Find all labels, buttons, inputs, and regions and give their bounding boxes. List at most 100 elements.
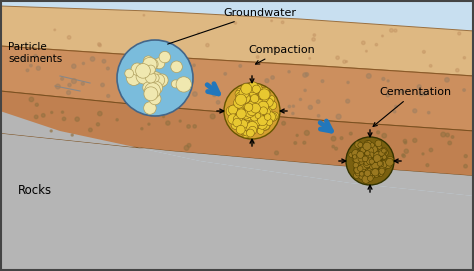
Circle shape [255, 99, 263, 107]
Circle shape [365, 50, 367, 52]
Circle shape [379, 161, 387, 168]
Circle shape [354, 166, 361, 173]
Circle shape [26, 69, 29, 72]
Circle shape [193, 64, 195, 66]
Circle shape [376, 154, 383, 161]
Circle shape [373, 164, 377, 169]
Circle shape [75, 117, 79, 121]
Circle shape [68, 83, 71, 87]
Circle shape [358, 172, 366, 180]
Circle shape [186, 62, 191, 66]
Circle shape [248, 111, 258, 122]
Circle shape [387, 156, 393, 163]
Circle shape [357, 151, 362, 156]
Circle shape [366, 169, 371, 175]
Circle shape [294, 142, 297, 144]
Circle shape [247, 108, 257, 117]
Circle shape [251, 110, 258, 117]
Circle shape [379, 167, 385, 173]
Circle shape [358, 155, 365, 162]
Circle shape [248, 108, 255, 114]
Circle shape [364, 162, 371, 169]
Circle shape [246, 113, 253, 120]
Circle shape [144, 56, 153, 66]
Circle shape [261, 95, 267, 102]
Circle shape [336, 114, 341, 119]
Circle shape [264, 120, 267, 123]
Circle shape [248, 98, 259, 109]
Circle shape [358, 142, 363, 147]
Circle shape [369, 163, 375, 170]
Circle shape [241, 129, 247, 136]
Circle shape [128, 58, 131, 61]
Circle shape [236, 109, 246, 120]
Circle shape [257, 128, 264, 134]
Circle shape [257, 116, 267, 126]
Circle shape [249, 99, 258, 107]
Circle shape [369, 160, 374, 165]
Circle shape [377, 170, 383, 176]
Circle shape [364, 156, 371, 163]
Circle shape [368, 158, 373, 163]
Circle shape [428, 111, 430, 114]
Circle shape [101, 83, 104, 87]
Circle shape [255, 115, 264, 124]
Circle shape [369, 158, 377, 165]
Circle shape [54, 29, 55, 31]
Circle shape [165, 45, 168, 48]
Circle shape [198, 32, 199, 34]
Circle shape [248, 109, 255, 115]
Circle shape [149, 93, 161, 105]
Circle shape [376, 153, 383, 160]
Circle shape [258, 91, 268, 101]
Circle shape [245, 107, 255, 117]
Circle shape [251, 113, 260, 122]
Circle shape [402, 154, 404, 156]
Circle shape [419, 92, 424, 96]
Circle shape [365, 159, 370, 164]
Circle shape [246, 109, 252, 115]
Circle shape [248, 82, 258, 93]
Polygon shape [0, 6, 474, 76]
Circle shape [155, 96, 159, 101]
Circle shape [361, 155, 368, 163]
Circle shape [367, 149, 372, 154]
Circle shape [259, 119, 270, 130]
Circle shape [363, 142, 371, 150]
Circle shape [250, 104, 256, 109]
Circle shape [91, 57, 95, 61]
Circle shape [179, 97, 183, 102]
Circle shape [382, 133, 386, 138]
Circle shape [364, 165, 372, 173]
Circle shape [390, 29, 393, 32]
Circle shape [354, 173, 359, 179]
Circle shape [247, 107, 254, 114]
Circle shape [364, 161, 370, 167]
Circle shape [251, 104, 258, 111]
Circle shape [246, 121, 258, 133]
Circle shape [107, 67, 109, 70]
Circle shape [245, 107, 255, 117]
Circle shape [254, 112, 261, 119]
Circle shape [355, 141, 362, 148]
Circle shape [143, 14, 145, 16]
Circle shape [456, 69, 459, 72]
Circle shape [98, 43, 101, 46]
Circle shape [364, 156, 369, 160]
Circle shape [260, 116, 266, 122]
Polygon shape [0, 111, 474, 196]
Circle shape [369, 160, 376, 167]
Circle shape [380, 152, 386, 159]
Circle shape [241, 99, 247, 105]
Circle shape [35, 103, 38, 106]
Circle shape [193, 125, 196, 128]
Circle shape [260, 93, 267, 100]
Circle shape [62, 111, 64, 113]
Circle shape [370, 143, 374, 148]
Circle shape [374, 169, 381, 176]
Circle shape [235, 91, 242, 97]
Circle shape [372, 154, 379, 161]
Circle shape [247, 108, 256, 117]
Circle shape [403, 139, 407, 143]
Circle shape [370, 145, 377, 153]
